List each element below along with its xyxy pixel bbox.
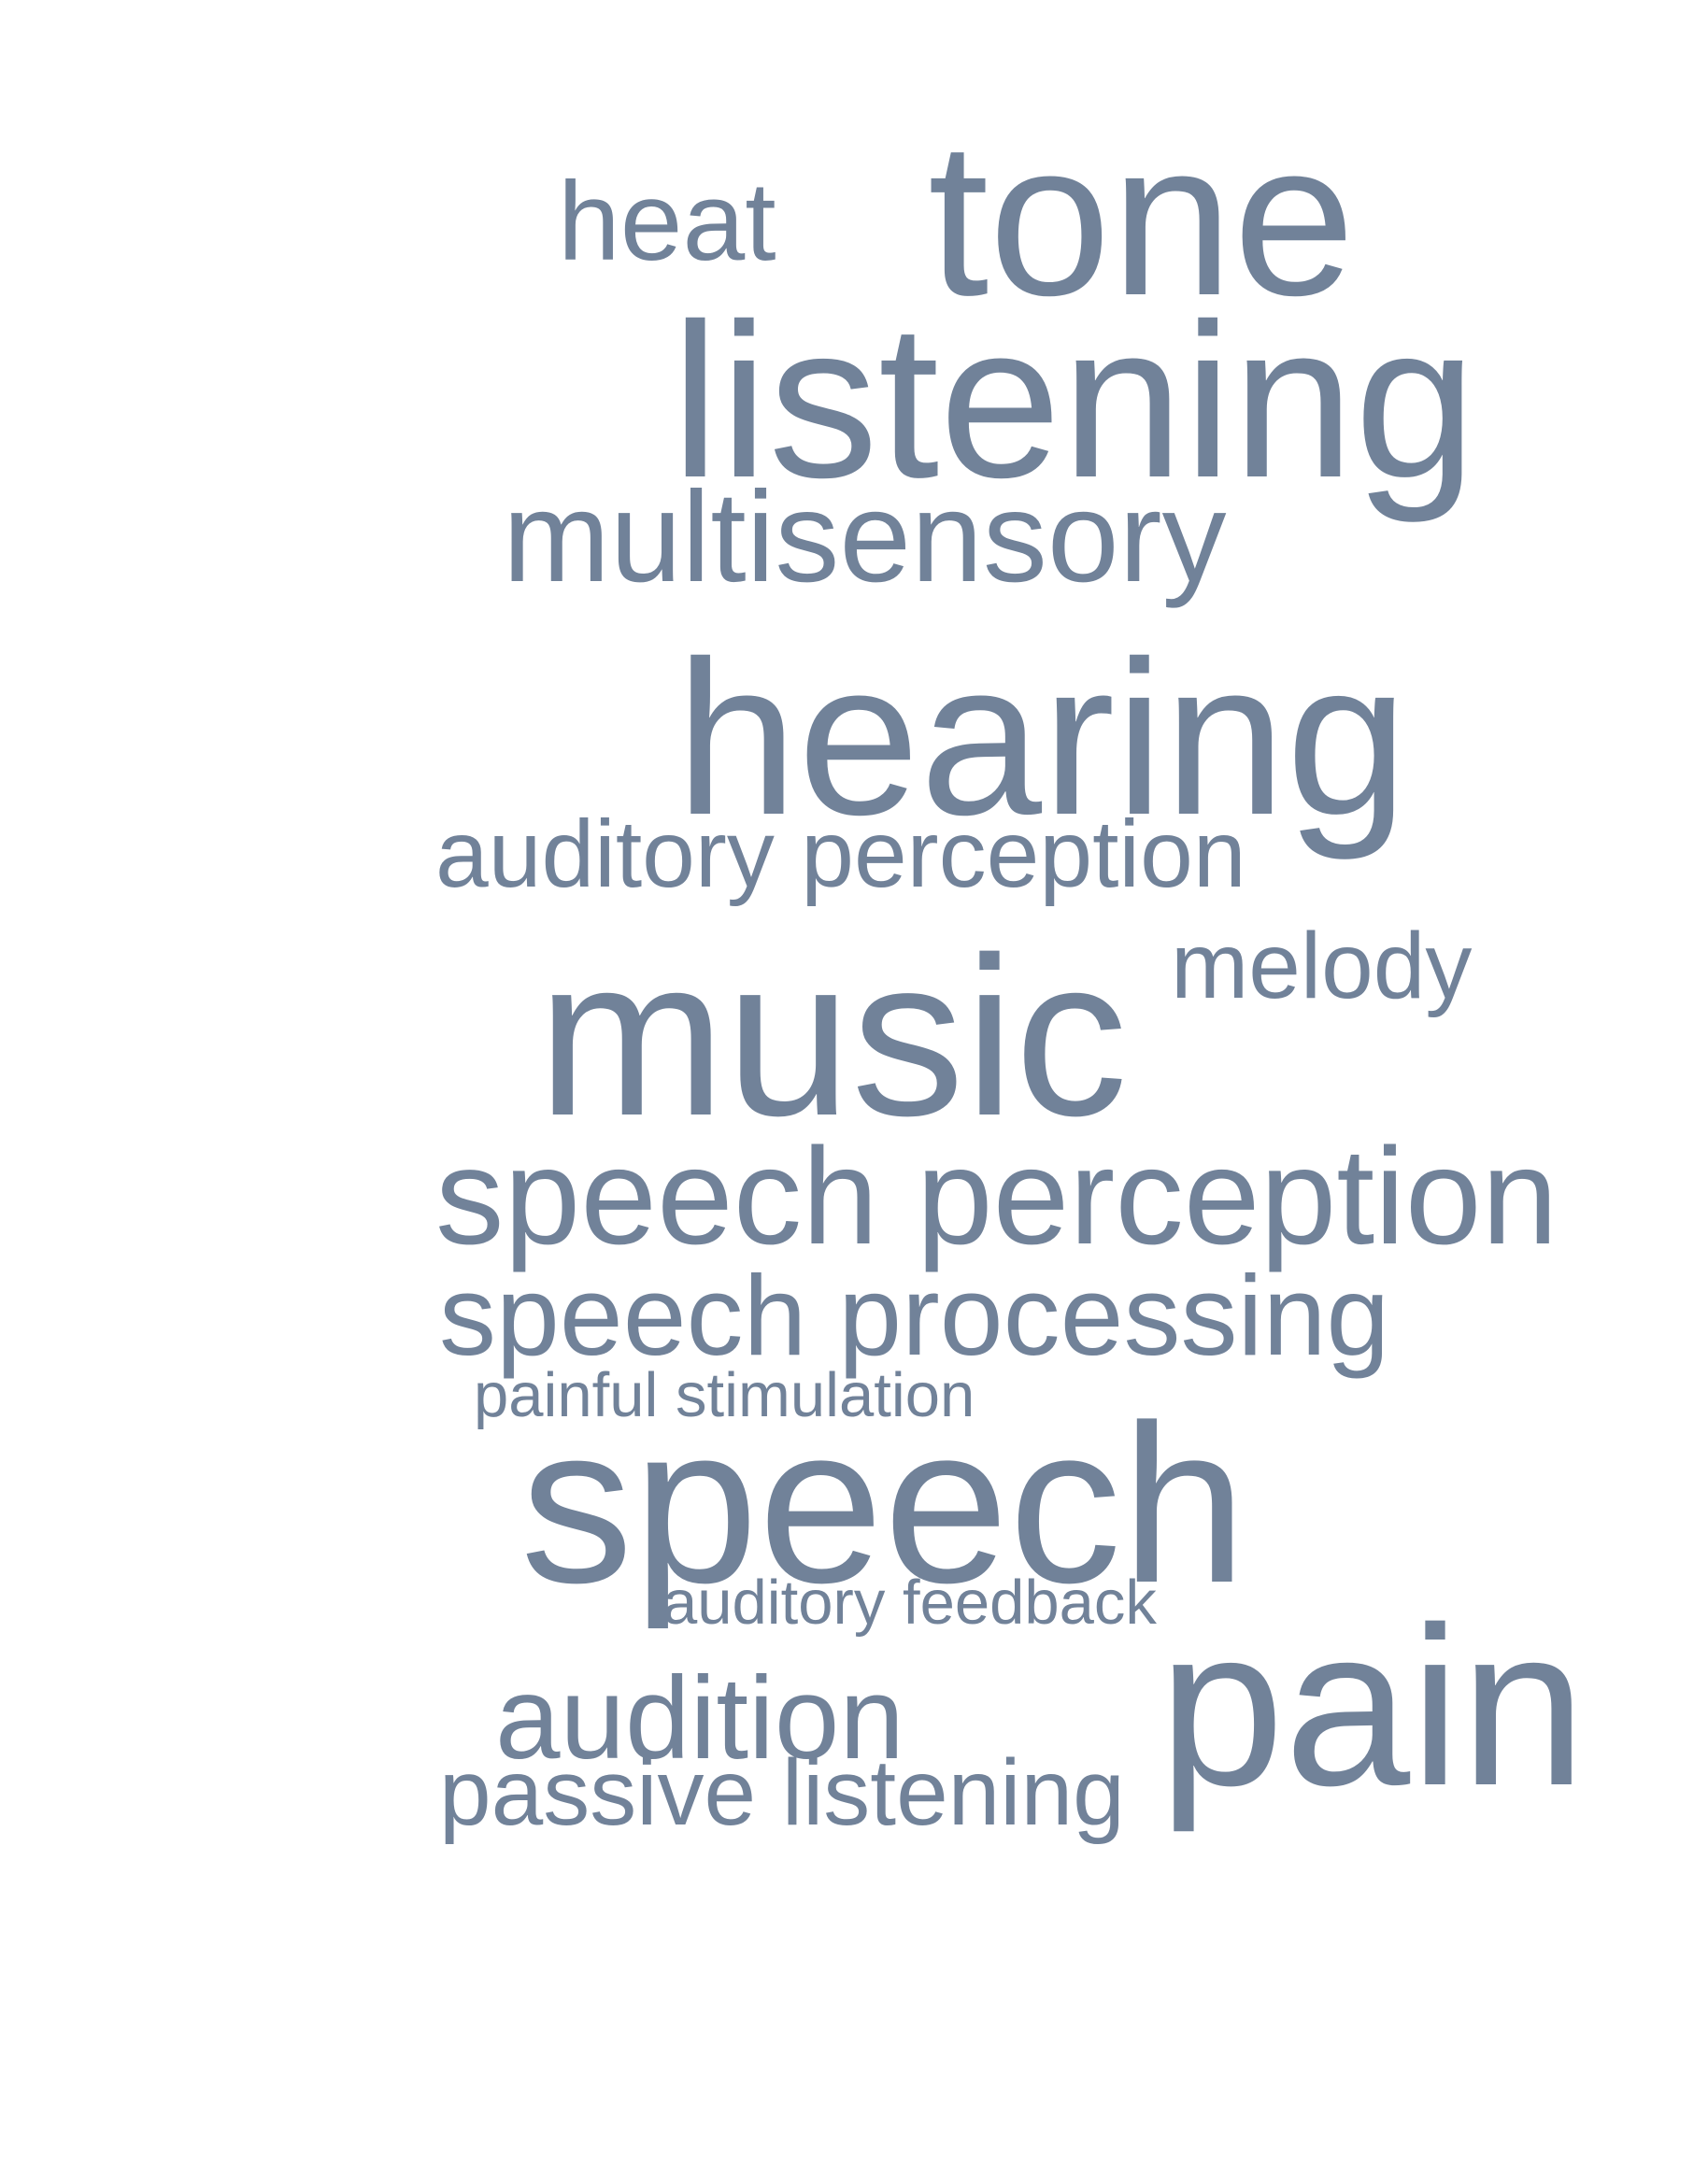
word-listening: listening bbox=[671, 277, 1477, 523]
word-audition: audition bbox=[495, 1654, 904, 1783]
word-music: music bbox=[537, 911, 1128, 1163]
word-melody: melody bbox=[1171, 914, 1473, 1018]
word-auditory-perception: auditory perception bbox=[435, 801, 1246, 907]
word-hearing: hearing bbox=[676, 615, 1408, 860]
word-multisensory: multisensory bbox=[503, 465, 1227, 609]
word-speech: speech bbox=[520, 1379, 1247, 1630]
word-tone: tone bbox=[928, 95, 1356, 341]
word-speech-processing: speech processing bbox=[439, 1252, 1390, 1379]
word-pain: pain bbox=[1159, 1581, 1587, 1833]
word-auditory-feedback: auditory feedback bbox=[662, 1568, 1157, 1638]
word-painful-stimulation: painful stimulation bbox=[474, 1360, 975, 1430]
word-passive-listening: passive listening bbox=[439, 1740, 1125, 1845]
word-speech-perception: speech perception bbox=[435, 1120, 1559, 1273]
word-heat: heat bbox=[558, 159, 776, 284]
